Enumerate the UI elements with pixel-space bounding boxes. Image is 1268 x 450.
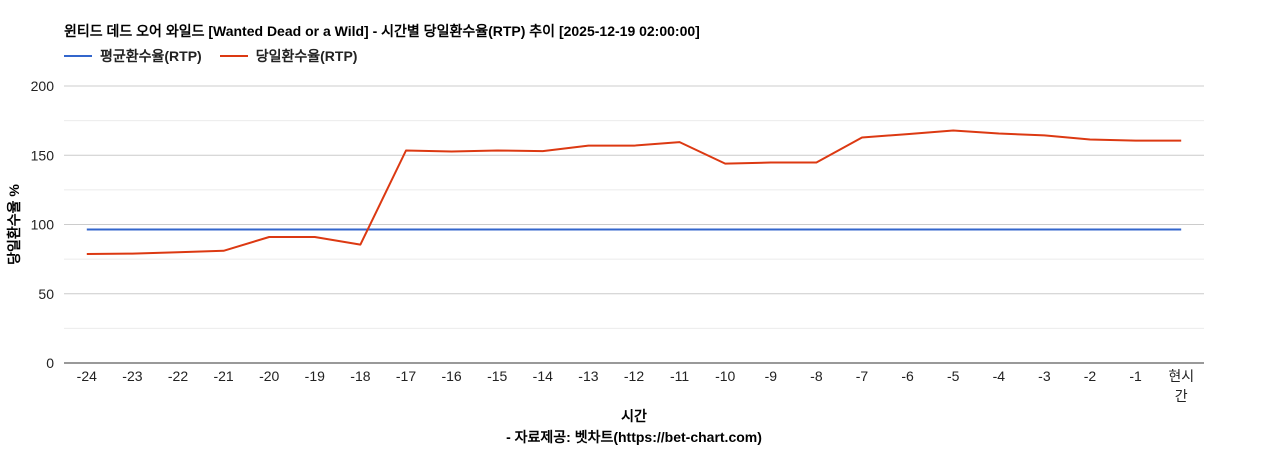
legend-swatch-average	[64, 55, 92, 57]
x-tick-label: -22	[168, 368, 188, 384]
y-tick-label: 100	[31, 217, 55, 233]
x-tick-label: -3	[1038, 368, 1051, 384]
x-tick-label: -5	[947, 368, 960, 384]
x-tick-label: -19	[305, 368, 325, 384]
x-tick-label: -8	[810, 368, 823, 384]
x-tick-label: -4	[993, 368, 1006, 384]
x-tick-label-wrap: 간	[1175, 388, 1188, 404]
daily-rtp-line[interactable]	[86, 129, 1182, 255]
x-tick-label: -9	[765, 368, 778, 384]
x-axis-title: 시간	[621, 408, 647, 424]
x-tick-label: -15	[487, 368, 507, 384]
x-tick-label: -23	[122, 368, 142, 384]
x-tick-label: -2	[1084, 368, 1097, 384]
x-tick-label: -11	[670, 368, 689, 384]
y-axis-title: 당일환수율 %	[6, 184, 22, 265]
x-tick-label: -20	[259, 368, 279, 384]
legend-item-average[interactable]: 평균환수율(RTP)	[64, 46, 202, 66]
legend-swatch-daily	[219, 55, 248, 57]
legend-item-daily[interactable]: 당일환수율(RTP)	[219, 46, 358, 66]
y-tick-label: 50	[38, 286, 54, 302]
x-tick-label: -16	[441, 368, 461, 384]
x-tick-label: -21	[213, 368, 233, 384]
legend-label-daily: 당일환수율(RTP)	[255, 48, 358, 64]
y-tick-label: 150	[31, 147, 55, 163]
x-tick-label: 현시	[1168, 368, 1194, 384]
x-tick-label: -17	[396, 368, 416, 384]
x-tick-label: -12	[624, 368, 644, 384]
x-tick-label: -13	[578, 368, 598, 384]
legend-label-average: 평균환수율(RTP)	[100, 48, 202, 64]
legend: 평균환수율(RTP) 당일환수율(RTP)	[64, 46, 357, 66]
x-tick-label: -14	[533, 368, 553, 384]
chart-title: 윈티드 데드 오어 와일드 [Wanted Dead or a Wild] - …	[64, 23, 700, 39]
x-tick-label: -6	[901, 368, 914, 384]
y-tick-label: 200	[31, 78, 55, 94]
x-tick-label: -1	[1129, 368, 1142, 384]
source-footer: - 자료제공: 벳차트(https://bet-chart.com)	[506, 429, 762, 445]
x-tick-label: -24	[77, 368, 97, 384]
x-tick-label: -18	[350, 368, 370, 384]
x-tick-label: -7	[856, 368, 869, 384]
x-tick-label: -10	[715, 368, 735, 384]
y-tick-label: 0	[46, 355, 54, 371]
